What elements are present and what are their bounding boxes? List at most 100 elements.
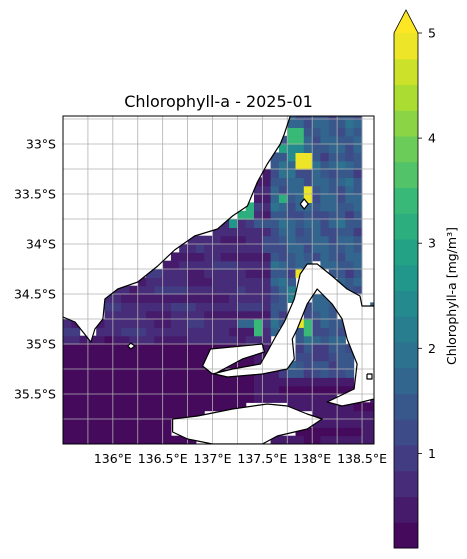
chl-cell <box>303 194 313 203</box>
chl-cell <box>353 185 363 195</box>
chl-cell <box>104 335 114 345</box>
chl-cell <box>229 227 238 237</box>
chl-cell <box>179 260 189 270</box>
chl-cell <box>104 302 114 312</box>
chl-cell <box>337 410 346 420</box>
chl-cell <box>254 277 263 287</box>
chl-cell <box>320 385 330 395</box>
chl-cell <box>162 285 172 295</box>
chl-cell <box>328 194 338 203</box>
chl-cell <box>303 210 313 220</box>
chl-cell <box>370 419 374 428</box>
chl-cell <box>270 369 280 378</box>
chl-cell <box>170 335 180 345</box>
chl-cell <box>187 344 197 353</box>
chl-cell <box>287 144 297 153</box>
chl-cell <box>345 152 355 162</box>
chl-cell <box>87 335 97 345</box>
colorbar-level <box>394 470 418 497</box>
chl-cell <box>254 294 263 303</box>
chl-cell <box>137 344 147 353</box>
chl-cell <box>121 369 130 378</box>
chl-cell <box>303 252 313 262</box>
chl-cell <box>195 302 205 312</box>
chl-cell <box>270 252 280 262</box>
chl-cell <box>278 394 288 403</box>
chl-cell <box>303 144 313 153</box>
chl-cell <box>146 344 155 353</box>
chl-cell <box>278 160 288 170</box>
chl-cell <box>195 352 205 362</box>
chl-cell <box>87 419 97 428</box>
chl-cell <box>370 427 374 437</box>
chl-cell <box>320 210 330 220</box>
chl-cell <box>187 285 197 295</box>
chl-cell <box>212 235 222 245</box>
land-mask <box>63 116 374 444</box>
chl-cell <box>96 410 106 420</box>
chl-cell <box>179 294 189 303</box>
chl-cell <box>104 327 114 337</box>
chl-cell <box>262 244 272 253</box>
chl-cell <box>129 419 139 428</box>
chl-cell <box>345 410 355 420</box>
chl-cell <box>270 285 280 295</box>
chl-cell <box>179 352 189 362</box>
chl-cell <box>303 352 313 362</box>
chl-cell <box>229 402 238 412</box>
chl-cell <box>87 369 97 378</box>
chl-cell <box>353 285 363 295</box>
chl-cell <box>195 252 205 262</box>
chl-cell <box>96 427 106 437</box>
chl-cell <box>187 377 197 387</box>
chl-cell <box>154 344 164 353</box>
chl-cell <box>353 260 363 270</box>
chl-cell <box>154 352 164 362</box>
chl-cell <box>320 402 330 412</box>
chl-cell <box>312 402 321 412</box>
chl-cell <box>345 360 355 370</box>
chl-cell <box>345 277 355 287</box>
chl-cell <box>287 210 297 220</box>
chl-cell <box>87 394 97 403</box>
chart-title: Chlorophyll-a - 2025-01 <box>124 92 313 111</box>
chl-cell <box>229 294 238 303</box>
chl-cell <box>96 369 106 378</box>
chl-cell <box>287 194 297 203</box>
chl-cell <box>312 360 321 370</box>
chl-cell <box>96 435 106 444</box>
chl-cell <box>129 369 139 378</box>
chl-cell <box>179 394 189 403</box>
chl-cell <box>237 302 247 312</box>
chl-cell <box>345 402 355 412</box>
chl-cell <box>320 185 330 195</box>
chl-cell <box>79 369 89 378</box>
chl-cell <box>278 144 288 153</box>
chl-cell <box>287 169 297 178</box>
chl-cell <box>320 302 330 312</box>
chl-cell <box>195 402 205 412</box>
chl-cell <box>187 294 197 303</box>
chl-cell <box>370 435 374 444</box>
coastline-segment <box>202 263 374 407</box>
chl-cell <box>245 302 255 312</box>
chl-cell <box>146 302 155 312</box>
chl-cell <box>63 335 72 345</box>
chl-cell <box>345 385 355 395</box>
chl-cell <box>345 210 355 220</box>
chl-cell <box>328 310 338 320</box>
colorbar-label: Chlorophyll-a [mg/m³] <box>444 227 459 365</box>
colorbar-level <box>394 419 418 446</box>
chl-cell <box>162 385 172 395</box>
chl-cell <box>195 269 205 278</box>
chl-cell <box>162 394 172 403</box>
chl-cell <box>237 335 247 345</box>
chl-cell <box>312 427 321 437</box>
chl-cell <box>146 285 155 295</box>
chl-cell <box>295 252 305 262</box>
chl-cell <box>303 310 313 320</box>
chl-cell <box>270 194 280 203</box>
chl-cell <box>312 369 321 378</box>
chl-cell <box>220 327 230 337</box>
colorbar-level <box>394 213 418 240</box>
